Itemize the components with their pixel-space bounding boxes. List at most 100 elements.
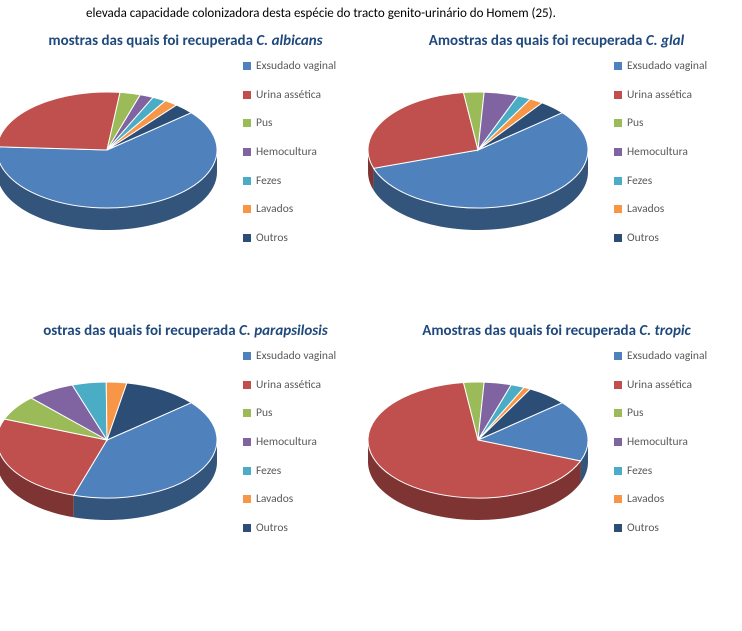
legend-swatch <box>243 62 251 70</box>
legend-swatch <box>614 62 622 70</box>
title-species: C. parapsilosis <box>239 322 328 340</box>
pie-container <box>353 76 603 236</box>
legend-item-urina: Urina assética <box>614 379 738 392</box>
legend-swatch <box>243 148 251 156</box>
legend-item-fezes: Fezes <box>243 175 367 188</box>
legend-swatch <box>614 467 622 475</box>
legend-swatch <box>614 119 622 127</box>
legend-item-lavados: Lavados <box>243 203 367 216</box>
legend-swatch <box>243 177 251 185</box>
legend: Exsudado vaginal Urina assética Pus Hemocul… <box>614 350 738 550</box>
pie-svg <box>0 366 232 536</box>
legend-label: Fezes <box>256 465 281 478</box>
legend-swatch <box>243 467 251 475</box>
legend-item-fezes: Fezes <box>614 465 738 478</box>
legend-swatch <box>614 409 622 417</box>
legend-swatch <box>243 205 251 213</box>
legend-item-pus: Pus <box>243 407 367 420</box>
legend-label: Fezes <box>256 175 281 188</box>
legend-label: Fezes <box>627 175 652 188</box>
legend-label: Exsudado vaginal <box>256 350 336 363</box>
pie-container <box>0 76 232 236</box>
legend-item-outros: Outros <box>614 232 738 245</box>
legend-item-hemo: Hemocultura <box>614 436 738 449</box>
legend-swatch <box>614 177 622 185</box>
legend-item-fezes: Fezes <box>243 465 367 478</box>
legend-label: Lavados <box>256 203 293 216</box>
legend-swatch <box>614 438 622 446</box>
title-text: Amostras das quais foi recuperada <box>429 32 646 50</box>
legend-label: Lavados <box>627 493 664 506</box>
legend-label: Exsudado vaginal <box>627 350 707 363</box>
legend-item-fezes: Fezes <box>614 175 738 188</box>
pie-svg <box>353 366 603 536</box>
legend-item-outros: Outros <box>243 232 367 245</box>
title-text: ostras das quais foi recuperada <box>43 322 239 340</box>
legend-swatch <box>614 524 622 532</box>
pie-svg <box>0 76 232 246</box>
legend-item-urina: Urina assética <box>614 89 738 102</box>
chart-title: Amostras das quais foi recuperada C. tro… <box>371 320 742 344</box>
legend-label: Hemocultura <box>256 436 317 449</box>
legend: Exsudado vaginal Urina assética Pus Hemocul… <box>614 60 738 260</box>
legend-label: Pus <box>627 407 643 420</box>
legend-label: Outros <box>627 232 659 245</box>
legend-label: Outros <box>627 522 659 535</box>
legend-item-lavados: Lavados <box>243 493 367 506</box>
chart-title: ostras das quais foi recuperada C. parap… <box>0 320 371 344</box>
legend-label: Hemocultura <box>627 436 688 449</box>
legend-label: Urina assética <box>256 89 321 102</box>
chart-panel-albicans: mostras das quais foi recuperada C. albi… <box>0 30 371 310</box>
chart-title: mostras das quais foi recuperada C. albi… <box>0 30 371 54</box>
legend-label: Urina assética <box>256 379 321 392</box>
legend-label: Hemocultura <box>256 146 317 159</box>
legend-swatch <box>243 438 251 446</box>
legend-label: Urina assética <box>627 89 692 102</box>
pie-container <box>0 366 232 526</box>
legend-swatch <box>243 119 251 127</box>
legend-label: Pus <box>256 407 272 420</box>
legend-label: Fezes <box>627 465 652 478</box>
legend-swatch <box>614 205 622 213</box>
legend: Exsudado vaginal Urina assética Pus Hemocul… <box>243 350 367 550</box>
legend-item-exsudado: Exsudado vaginal <box>243 350 367 363</box>
legend-label: Lavados <box>256 493 293 506</box>
legend-swatch <box>243 352 251 360</box>
legend-swatch <box>614 91 622 99</box>
title-text: Amostras das quais foi recuperada <box>422 322 639 340</box>
legend-swatch <box>614 495 622 503</box>
chart-title: Amostras das quais foi recuperada C. gla… <box>371 30 742 54</box>
chart-grid: mostras das quais foi recuperada C. albi… <box>0 30 742 610</box>
chart-panel-parapsilosis: ostras das quais foi recuperada C. parap… <box>0 320 371 600</box>
legend-label: Outros <box>256 232 288 245</box>
legend-item-pus: Pus <box>243 117 367 130</box>
legend-swatch <box>614 148 622 156</box>
legend: Exsudado vaginal Urina assética Pus Hemocul… <box>243 60 367 260</box>
legend-swatch <box>614 234 622 242</box>
legend-label: Exsudado vaginal <box>256 60 336 73</box>
legend-item-hemo: Hemocultura <box>614 146 738 159</box>
chart-panel-tropicalis: Amostras das quais foi recuperada C. tro… <box>371 320 742 600</box>
legend-swatch <box>243 495 251 503</box>
legend-swatch <box>243 524 251 532</box>
legend-label: Lavados <box>627 203 664 216</box>
legend-item-pus: Pus <box>614 407 738 420</box>
legend-item-exsudado: Exsudado vaginal <box>243 60 367 73</box>
legend-item-outros: Outros <box>243 522 367 535</box>
legend-label: Hemocultura <box>627 146 688 159</box>
title-species: C. tropic <box>639 322 690 340</box>
pie-svg <box>353 76 603 246</box>
pie-slice-urina <box>0 92 120 150</box>
legend-item-outros: Outros <box>614 522 738 535</box>
legend-item-urina: Urina assética <box>243 89 367 102</box>
title-species: C. glal <box>646 32 684 50</box>
legend-swatch <box>243 234 251 242</box>
title-text: mostras das quais foi recuperada <box>48 32 256 50</box>
legend-label: Pus <box>627 117 643 130</box>
legend-swatch <box>614 381 622 389</box>
legend-item-exsudado: Exsudado vaginal <box>614 60 738 73</box>
legend-item-hemo: Hemocultura <box>243 436 367 449</box>
title-species: C. albicans <box>256 32 322 50</box>
legend-swatch <box>243 91 251 99</box>
top-paragraph: elevada capacidade colonizadora desta es… <box>0 0 742 30</box>
